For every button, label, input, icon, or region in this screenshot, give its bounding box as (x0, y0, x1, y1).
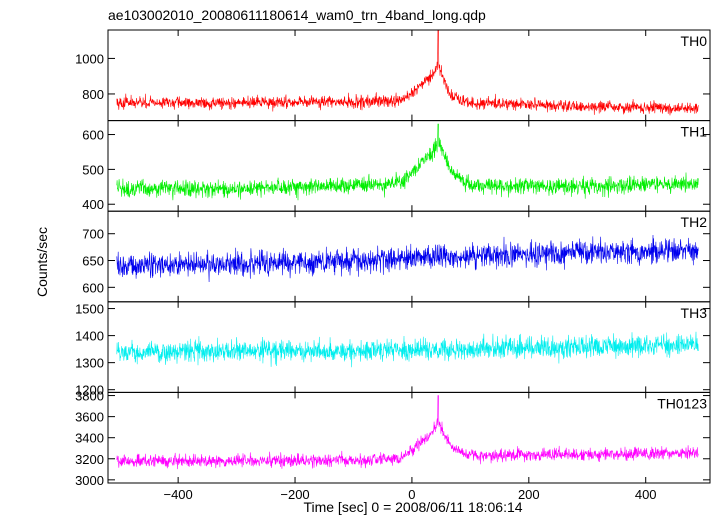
series-line-th0123 (116, 395, 699, 470)
panel-frame (107, 391, 711, 484)
y-tick-label: 3600 (75, 410, 104, 425)
y-tick-label: 3000 (75, 473, 104, 488)
panel-label: TH0123 (657, 395, 707, 411)
y-tick-label: 800 (82, 87, 104, 102)
panel-label: TH0 (681, 33, 708, 49)
y-tick-label: 1300 (75, 356, 104, 371)
panel-label: TH1 (681, 124, 708, 140)
y-tick-label: 400 (82, 197, 104, 212)
panels-group: 800 1000 TH0 400 500 600 TH1 600 650 700 TH2 1200 13… (75, 29, 711, 502)
y-tick-label: 3200 (75, 452, 104, 467)
panel-th3: 1200 1300 1400 1500 TH3 (75, 301, 711, 398)
panel-label: TH2 (681, 214, 708, 230)
x-tick-label: 400 (635, 487, 657, 502)
y-tick-label: 3800 (75, 389, 104, 404)
x-axis-label: Time [sec] 0 = 2008/06/11 18:06:14 (303, 499, 522, 515)
series-line-th3 (116, 331, 699, 368)
panel-th0: 800 1000 TH0 (75, 29, 711, 122)
panel-frame (107, 120, 711, 212)
x-tick-label: −400 (163, 487, 192, 502)
series-line-th0 (116, 30, 699, 116)
y-tick-label: 3400 (75, 431, 104, 446)
panel-th2: 600 650 700 TH2 (82, 210, 711, 303)
series-line-th1 (116, 123, 699, 201)
y-tick-label: 1200 (75, 383, 104, 398)
panel-label: TH3 (681, 305, 708, 321)
y-tick-label: 650 (82, 254, 104, 269)
x-tick-label: −200 (280, 487, 309, 502)
x-tick-label: 200 (518, 487, 540, 502)
y-tick-label: 1400 (75, 329, 104, 344)
x-tick-label: 0 (408, 487, 415, 502)
y-tick-label: 1000 (75, 51, 104, 66)
y-tick-label: 500 (82, 162, 104, 177)
y-axis-label: Counts/sec (34, 227, 50, 297)
panel-th1: 400 500 600 TH1 (82, 120, 711, 212)
y-tick-label: 700 (82, 227, 104, 242)
panel-th0123: 3000 3200 3400 3600 3800 TH0123 (75, 389, 711, 488)
series-line-th2 (116, 234, 699, 283)
y-tick-label: 1500 (75, 302, 104, 317)
figure-title: ae103002010_20080611180614_wam0_trn_4ban… (108, 7, 486, 23)
y-tick-label: 600 (82, 128, 104, 143)
y-tick-label: 600 (82, 280, 104, 295)
